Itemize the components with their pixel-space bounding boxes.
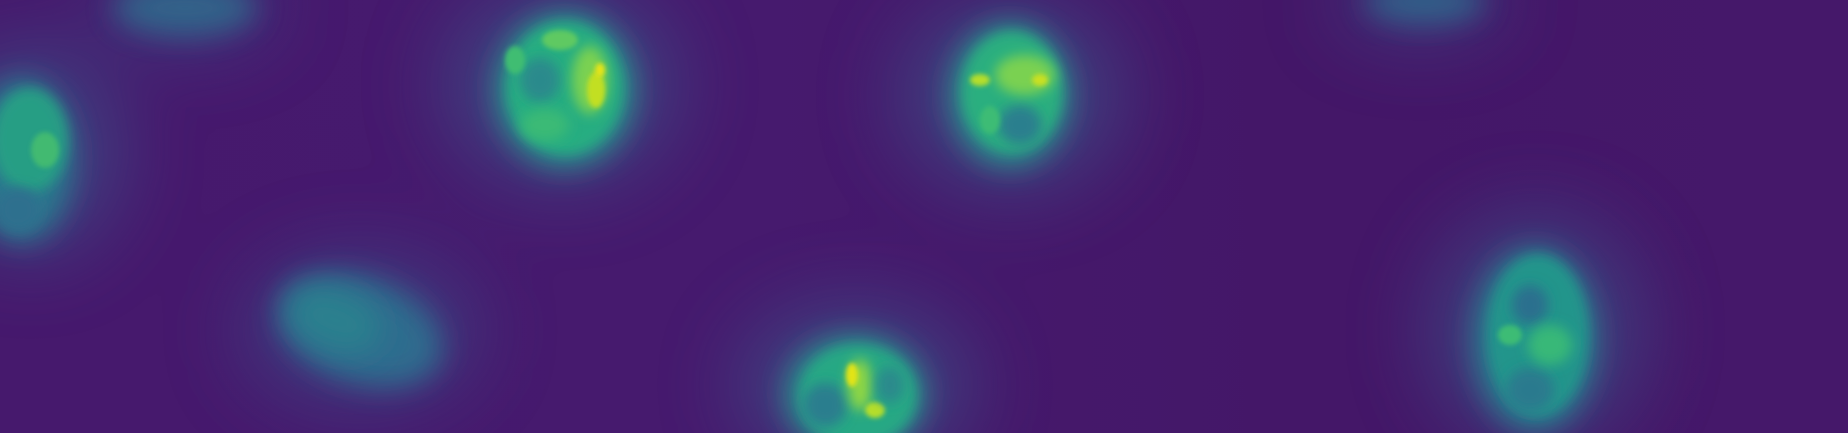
- cell-top-center: [950, 23, 1070, 167]
- cell-right: [1473, 248, 1597, 432]
- cell-top-center-left: [495, 12, 635, 168]
